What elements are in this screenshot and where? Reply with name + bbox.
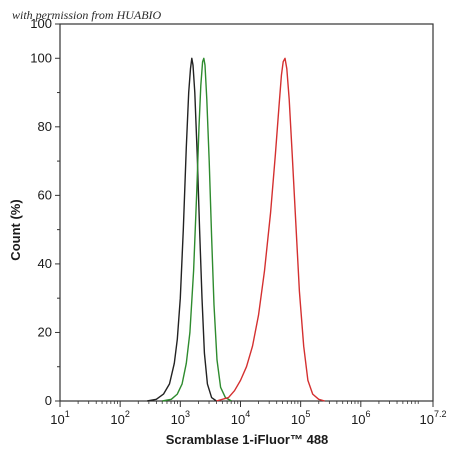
series-line-2 [162,58,231,401]
y-tick-label-top: 100 [30,16,52,31]
y-tick-label: 0 [45,393,52,408]
y-tick-label: 100 [30,50,52,65]
series-group [147,58,325,401]
x-axis-title: Scramblase 1-iFluor™ 488 [166,432,329,447]
y-axis-title: Count (%) [8,199,23,260]
x-tick-label: 102 [110,409,129,427]
series-line-3 [216,58,324,401]
plot-area: 0 20 40 60 80 100 100 101 102 103 104 105 106 107.2 [30,16,446,427]
x-tick-label: 107.2 [420,409,447,427]
series-line-1 [147,58,216,401]
x-tick-label: 101 [50,409,69,427]
x-tick-label: 104 [231,409,250,427]
x-tick-label: 103 [171,409,190,427]
y-tick-label: 40 [38,256,52,271]
x-axis-ticks: 101 102 103 104 105 106 107.2 [50,401,446,427]
y-tick-label: 60 [38,187,52,202]
plot-frame [60,24,433,401]
y-tick-label: 20 [38,324,52,339]
y-axis-ticks: 0 20 40 60 80 100 100 [30,16,60,408]
x-tick-label: 106 [351,409,370,427]
y-tick-label: 80 [38,119,52,134]
x-tick-label: 105 [291,409,310,427]
